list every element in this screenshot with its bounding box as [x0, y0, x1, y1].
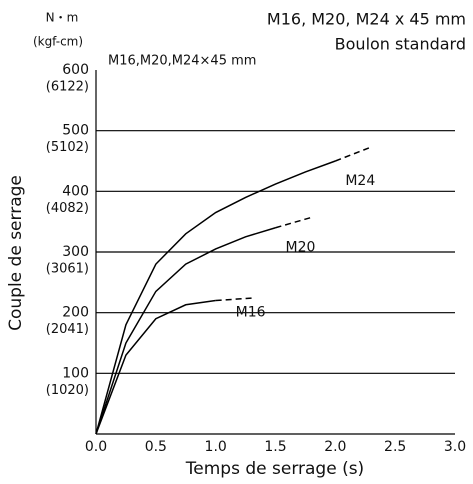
- x-tick-label: 1.0: [205, 439, 227, 455]
- y-tick-secondary-label: (2041): [46, 322, 89, 337]
- x-tick-label: 0.5: [145, 439, 167, 455]
- y-tick-secondary-label: (6122): [46, 80, 89, 95]
- x-tick-label: 1.5: [264, 439, 286, 455]
- series-label: M24: [345, 173, 375, 189]
- y-tick-secondary-label: (3061): [46, 262, 89, 277]
- y-tick-label: 400: [62, 183, 89, 199]
- x-tick-label: 3.0: [444, 439, 466, 455]
- annotation: M16,M20,M24×45 mm: [108, 54, 256, 69]
- y-tick-label: 200: [62, 305, 89, 321]
- x-tick-label: 2.0: [324, 439, 346, 455]
- y-tick-secondary-label: (1020): [46, 383, 89, 398]
- line-extension: [215, 297, 252, 302]
- y-tick-label: 500: [62, 123, 89, 139]
- x-axis-label: Temps de serrage (s): [185, 459, 364, 479]
- chart-subtitle: Boulon standard: [335, 35, 466, 54]
- y-tick-secondary-label: (5102): [46, 140, 89, 155]
- y-unit-secondary: (kgf-cm): [33, 35, 83, 49]
- line: [95, 227, 276, 435]
- y-tick-label: 100: [62, 365, 89, 381]
- line-extension: [275, 216, 312, 229]
- series-label: M16: [236, 305, 266, 321]
- line: [95, 299, 216, 435]
- y-unit: N・m: [46, 11, 79, 25]
- series-label: M20: [286, 240, 316, 256]
- y-axis-label: Couple de serrage: [6, 175, 26, 331]
- line: [95, 160, 336, 435]
- y-tick-secondary-label: (4082): [46, 201, 89, 216]
- x-tick-label: 0.0: [85, 439, 107, 455]
- x-tick-label: 2.5: [384, 439, 406, 455]
- chart-title: M16, M20, M24 x 45 mm: [267, 10, 466, 29]
- line-extension: [335, 146, 372, 162]
- y-tick-label: 300: [62, 244, 89, 260]
- y-tick-label: 600: [62, 62, 89, 78]
